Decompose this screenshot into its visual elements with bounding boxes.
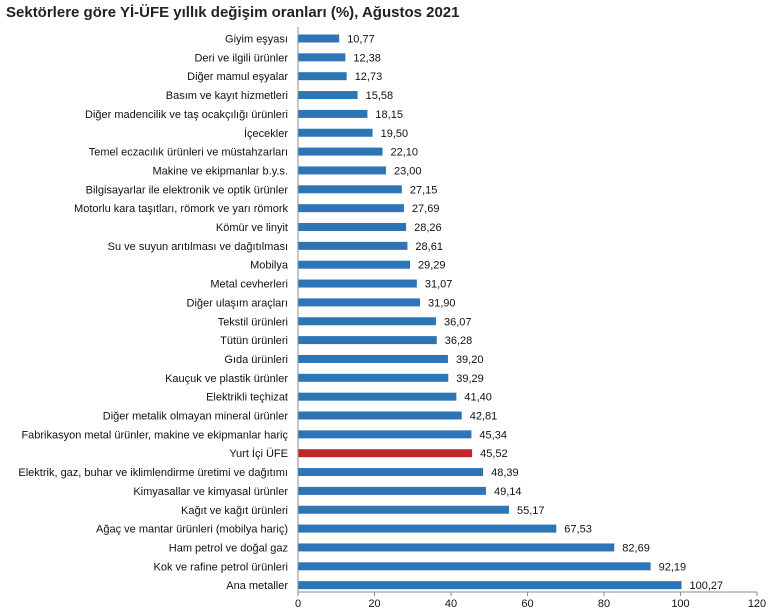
bar-29 (298, 581, 682, 590)
value-label: 49,14 (494, 486, 522, 498)
bar-24 (298, 486, 486, 495)
category-label: Kağıt ve kağıt ürünleri (181, 505, 288, 517)
value-label: 45,52 (480, 448, 508, 460)
category-label: Mobilya (250, 260, 289, 272)
value-label: 67,53 (564, 524, 592, 536)
bar-6 (298, 147, 383, 156)
category-label: Diğer ulaşım araçları (187, 297, 288, 309)
category-label: Kok ve rafine petrol ürünleri (153, 561, 288, 573)
value-label: 55,17 (517, 505, 545, 517)
value-label: 82,69 (622, 542, 650, 554)
category-label: Basım ve kayıt hizmetleri (166, 90, 288, 102)
value-label: 27,69 (412, 203, 440, 215)
bar-16 (298, 336, 437, 345)
value-label: 92,19 (659, 561, 687, 573)
bar-27 (298, 543, 615, 552)
category-label: Gıda ürünleri (224, 354, 288, 366)
bar-14 (298, 298, 421, 307)
x-tick-label: 100 (671, 598, 689, 610)
bar-11 (298, 241, 408, 250)
category-label: Diğer madencilik ve taş ocakçılığı ürünl… (85, 109, 288, 121)
value-label: 28,26 (414, 222, 442, 234)
bar-20 (298, 411, 462, 420)
bar-25 (298, 505, 510, 514)
chart-title: Sektörlere göre Yİ-ÜFE yıllık değişim or… (6, 4, 460, 21)
category-label: Diğer mamul eşyalar (187, 71, 288, 83)
category-label: Tekstil ürünleri (218, 316, 288, 328)
bar-12 (298, 260, 411, 269)
bar-13 (298, 279, 417, 288)
category-label: Temel eczacılık ürünleri ve müstahzarlar… (89, 147, 288, 159)
category-label: Yurt İçi ÜFE (229, 447, 288, 460)
category-label: Kimyasallar ve kimyasal ürünler (133, 486, 288, 498)
value-label: 29,29 (418, 260, 446, 272)
bar-15 (298, 317, 436, 326)
bar-17 (298, 354, 448, 363)
value-label: 12,73 (355, 71, 383, 83)
bar-22 (298, 449, 473, 458)
bar-26 (298, 524, 557, 533)
category-label: Ağaç ve mantar ürünleri (mobilya hariç) (96, 524, 288, 536)
bar-23 (298, 468, 484, 477)
value-label: 31,07 (425, 279, 453, 291)
bar-8 (298, 185, 402, 194)
value-label: 45,34 (479, 429, 507, 441)
bar-10 (298, 223, 407, 231)
x-tick-label: 60 (521, 598, 533, 610)
value-label: 36,28 (445, 335, 473, 347)
x-tick-label: 80 (598, 598, 610, 610)
value-label: 48,39 (491, 467, 519, 479)
value-label: 15,58 (366, 90, 394, 102)
bar-9 (298, 204, 404, 213)
x-tick-label: 20 (368, 598, 380, 610)
bar-1 (298, 53, 346, 62)
value-label: 22,10 (391, 147, 419, 159)
bar-28 (298, 562, 651, 571)
category-label: Tütün ürünleri (220, 335, 288, 347)
value-label: 12,38 (353, 52, 381, 64)
category-label: Kauçuk ve plastik ürünler (165, 373, 288, 385)
bar-3 (298, 91, 358, 100)
value-label: 42,81 (470, 411, 498, 423)
category-label: Diğer metalik olmayan mineral ürünler (103, 411, 289, 423)
x-tick-label: 0 (295, 598, 301, 610)
category-label: Elektrikli teçhizat (206, 392, 288, 404)
value-label: 31,90 (428, 297, 456, 309)
bar-7 (298, 166, 386, 175)
value-label: 23,00 (394, 165, 422, 177)
category-label: Su ve suyun arıtılması ve dağıtılması (108, 241, 288, 253)
x-tick-label: 40 (445, 598, 457, 610)
category-label: Fabrikasyon metal ürünler, makine ve eki… (21, 429, 288, 441)
bar-0 (298, 34, 340, 43)
value-label: 27,15 (410, 184, 438, 196)
value-label: 39,29 (456, 373, 484, 385)
value-label: 36,07 (444, 316, 472, 328)
value-label: 39,20 (456, 354, 484, 366)
value-label: 19,50 (381, 128, 409, 140)
bar-2 (298, 72, 347, 81)
value-label: 100,27 (690, 580, 724, 592)
category-label: Giyim eşyası (225, 34, 288, 46)
category-label: Elektrik, gaz, buhar ve iklimlendirme ür… (18, 467, 288, 479)
category-label: Metal cevherleri (210, 279, 288, 291)
category-label: Makine ve ekipmanlar b.y.s. (152, 165, 288, 177)
category-label: Motorlu kara taşıtları, römork ve yarı r… (74, 203, 288, 215)
value-label: 10,77 (347, 34, 375, 46)
category-label: Deri ve ilgili ürünler (194, 52, 288, 64)
bar-19 (298, 392, 457, 401)
bar-5 (298, 128, 373, 137)
category-label: Kömür ve linyit (216, 222, 288, 234)
bar-18 (298, 373, 449, 382)
bar-21 (298, 430, 472, 439)
value-label: 28,61 (415, 241, 443, 253)
value-label: 18,15 (375, 109, 403, 121)
bar-4 (298, 109, 368, 118)
category-label: Bilgisayarlar ile elektronik ve optik ür… (86, 184, 289, 196)
category-label: Ana metaller (226, 580, 288, 592)
category-label: Ham petrol ve doğal gaz (169, 542, 288, 554)
category-label: İçecekler (244, 127, 288, 140)
value-label: 41,40 (464, 392, 492, 404)
x-tick-label: 120 (748, 598, 766, 610)
